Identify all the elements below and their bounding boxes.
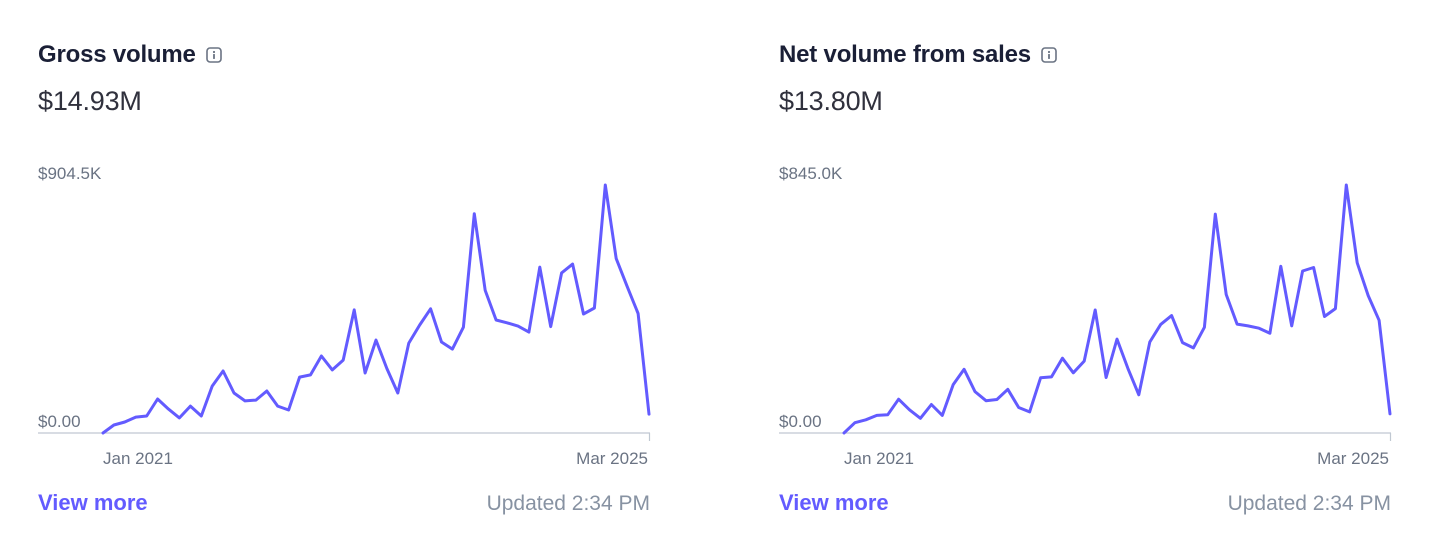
x-axis-start-label: Jan 2021 — [103, 449, 173, 468]
series-line — [842, 183, 1392, 435]
net-volume-chart: $845.0K $0.00 Jan 2021 Mar 2025 — [779, 164, 1392, 468]
x-axis-start-label: Jan 2021 — [844, 449, 914, 468]
gross-volume-chart: $904.5K $0.00 Jan 2021 Mar 2025 — [38, 164, 651, 468]
x-axis-end-label: Mar 2025 — [1317, 449, 1389, 468]
y-axis-max-label: $845.0K — [779, 164, 843, 183]
card-title: Gross volume — [38, 41, 196, 68]
info-icon[interactable] — [1041, 47, 1057, 63]
y-axis-min-label: $0.00 — [38, 412, 81, 431]
card-title-row: Net volume from sales — [779, 38, 1057, 72]
net-volume-card: Net volume from sales $13.80M $845.0K $0… — [779, 0, 1392, 557]
x-axis-end-label: Mar 2025 — [576, 449, 648, 468]
updated-timestamp: Updated 2:34 PM — [1227, 492, 1391, 515]
y-axis-min-label: $0.00 — [779, 412, 822, 431]
series-line — [101, 183, 651, 435]
gross-volume-card: Gross volume $14.93M $904.5K $0.00 Jan 2… — [38, 0, 651, 557]
card-title-row: Gross volume — [38, 38, 222, 72]
card-total: $14.93M — [38, 86, 142, 116]
view-more-link[interactable]: View more — [779, 490, 889, 515]
info-icon[interactable] — [205, 47, 222, 63]
view-more-link[interactable]: View more — [38, 490, 148, 515]
card-total: $13.80M — [779, 86, 883, 116]
y-axis-max-label: $904.5K — [38, 164, 102, 183]
updated-timestamp: Updated 2:34 PM — [486, 492, 650, 515]
card-title: Net volume from sales — [779, 41, 1031, 68]
